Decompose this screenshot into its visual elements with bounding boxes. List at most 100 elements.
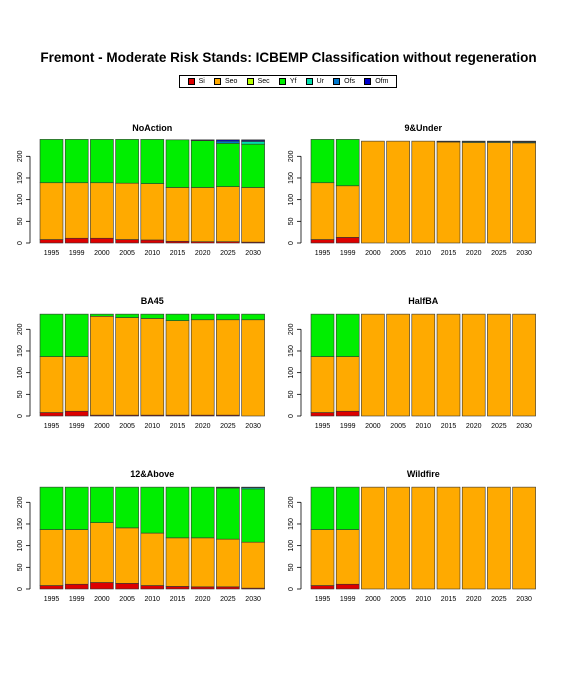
bar-segment-seo <box>512 142 536 244</box>
bar-segment-yf <box>64 139 89 184</box>
bar-segment-yf <box>64 313 89 357</box>
bar-segment-yf <box>190 486 215 539</box>
panel-title: Wildfire <box>407 469 440 479</box>
bar-segment-seo <box>512 486 536 590</box>
y-tick-label: 200 <box>288 496 295 508</box>
bar-segment-seo <box>512 313 536 417</box>
x-tick-label: 2000 <box>365 423 381 430</box>
legend-swatch <box>246 78 254 85</box>
y-tick-label: 0 <box>17 241 24 245</box>
bar-segment-si <box>64 237 89 244</box>
legend-label: Si <box>198 78 205 85</box>
y-tick-label: 150 <box>288 345 295 357</box>
bar-segment-yf <box>190 313 215 321</box>
panel-title: HalfBA <box>408 296 439 306</box>
bar-segment-seo <box>216 538 240 588</box>
x-tick-label: 2010 <box>416 423 432 430</box>
x-tick-label: 1999 <box>69 423 85 430</box>
legend-swatch <box>364 78 372 85</box>
y-tick-label: 150 <box>17 345 24 357</box>
bar-segment-si <box>335 410 360 417</box>
legend-label: Ofm <box>375 78 389 85</box>
bar-segment-si <box>310 239 335 244</box>
y-tick-label: 0 <box>288 414 295 418</box>
bar-segment-seo <box>39 182 64 240</box>
x-tick-label: 1995 <box>315 250 331 257</box>
bar-segment-seo <box>115 317 139 416</box>
bar-segment-seo <box>115 182 139 240</box>
x-tick-label: 2030 <box>245 250 261 257</box>
x-tick-label: 2030 <box>516 423 532 430</box>
bar-segment-si <box>39 585 64 590</box>
x-tick-label: 2000 <box>94 596 110 603</box>
x-tick-label: 2020 <box>466 596 482 603</box>
y-tick-label: 150 <box>288 518 295 530</box>
bar-segment-seo <box>411 140 436 244</box>
bar-segment-seo <box>436 486 461 590</box>
bar-segment-seo <box>115 527 139 584</box>
x-tick-label: 1995 <box>315 596 331 603</box>
bar-segment-seo <box>487 313 511 417</box>
bar-segment-seo <box>386 140 410 244</box>
y-tick-label: 100 <box>17 367 24 379</box>
legend-label: Ofs <box>344 78 356 85</box>
legend-item: Ofs <box>333 78 355 85</box>
bar-segment-yf <box>140 486 165 534</box>
y-tick-label: 150 <box>288 172 295 184</box>
x-tick-label: 2020 <box>195 596 211 603</box>
x-tick-label: 1995 <box>44 423 60 430</box>
x-tick-label: 2005 <box>390 596 406 603</box>
bar-segment-si <box>335 583 360 590</box>
legend-swatch <box>305 78 313 85</box>
x-tick-label: 2005 <box>119 250 135 257</box>
bar-segment-seo <box>165 187 190 242</box>
bar-segment-seo <box>190 319 215 416</box>
bar-segment-si <box>140 239 165 244</box>
bar-segment-yf <box>115 486 139 529</box>
bar-segment-seo <box>386 486 410 590</box>
x-tick-label: 2005 <box>390 250 406 257</box>
bar-segment-seo <box>310 182 335 240</box>
legend-swatch <box>333 78 341 85</box>
bar-segment-si <box>115 583 139 590</box>
panel-title: NoAction <box>132 123 172 133</box>
bar-segment-si <box>64 583 89 590</box>
bar-segment-si <box>140 585 165 590</box>
x-tick-label: 2015 <box>441 250 457 257</box>
bar-segment-seo <box>241 541 265 589</box>
bar-segment-seo <box>411 486 436 590</box>
bar-segment-seo <box>64 182 89 239</box>
bar-segment-yf <box>241 313 265 321</box>
bar-segment-seo <box>461 486 486 590</box>
bar-segment-seo <box>64 356 89 412</box>
bar-segment-yf <box>310 139 335 184</box>
legend-label: Sec <box>257 78 270 85</box>
bar-segment-seo <box>335 529 360 585</box>
x-tick-label: 2025 <box>491 596 507 603</box>
y-tick-label: 0 <box>17 587 24 591</box>
bar-segment-seo <box>487 486 511 590</box>
bar-segment-yf <box>39 486 64 530</box>
y-tick-label: 100 <box>288 367 295 379</box>
x-tick-label: 2030 <box>245 423 261 430</box>
bar-segment-si <box>310 585 335 590</box>
y-tick-label: 100 <box>17 540 24 552</box>
bar-segment-si <box>64 410 89 417</box>
bar-segment-yf <box>190 140 215 188</box>
x-tick-label: 2025 <box>491 250 507 257</box>
bar-segment-seo <box>436 313 461 417</box>
bar-segment-seo <box>39 529 64 586</box>
x-tick-label: 2000 <box>365 596 381 603</box>
y-tick-label: 50 <box>17 390 24 398</box>
x-tick-label: 2015 <box>170 596 186 603</box>
bar-segment-yf <box>241 143 265 188</box>
bar-segment-yf <box>90 139 114 184</box>
bar-segment-yf <box>115 139 139 184</box>
bar-segment-si <box>165 586 190 590</box>
bar-segment-seo <box>335 185 360 238</box>
y-tick-label: 0 <box>17 414 24 418</box>
panel-title: BA45 <box>141 296 164 306</box>
legend-swatch <box>213 78 221 85</box>
x-tick-label: 2015 <box>170 250 186 257</box>
y-tick-label: 200 <box>17 496 24 508</box>
